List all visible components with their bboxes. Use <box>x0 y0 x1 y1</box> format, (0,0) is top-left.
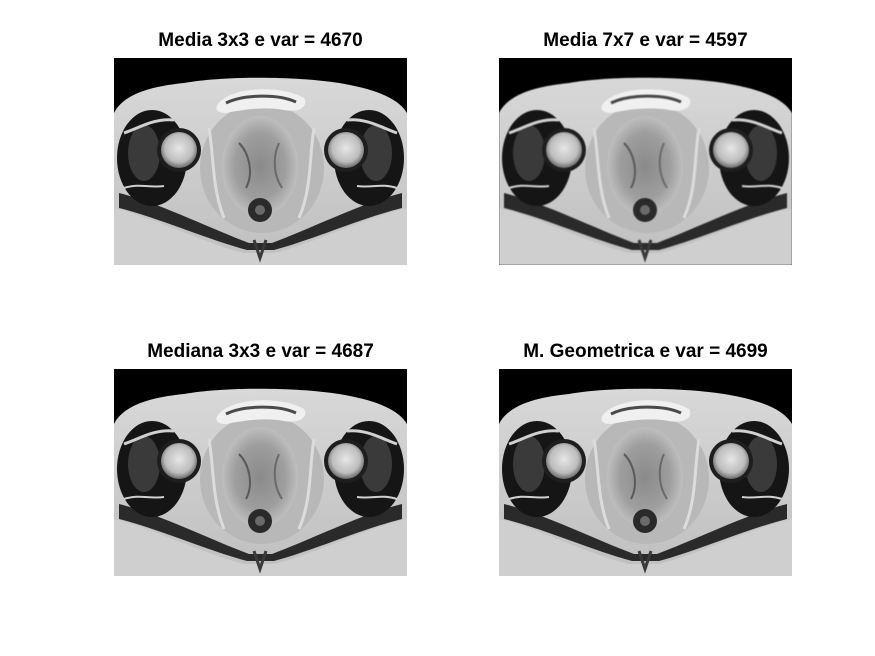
mri-image <box>114 58 407 265</box>
mri-image <box>499 369 792 576</box>
mri-image <box>499 58 792 265</box>
subplot-title: Media 3x3 e var = 4670 <box>158 30 363 51</box>
subplot-title: Mediana 3x3 e var = 4687 <box>147 341 374 362</box>
subplot-title: M. Geometrica e var = 4699 <box>523 341 768 362</box>
mri-image <box>114 369 407 576</box>
subplot-title: Media 7x7 e var = 4597 <box>543 30 748 51</box>
